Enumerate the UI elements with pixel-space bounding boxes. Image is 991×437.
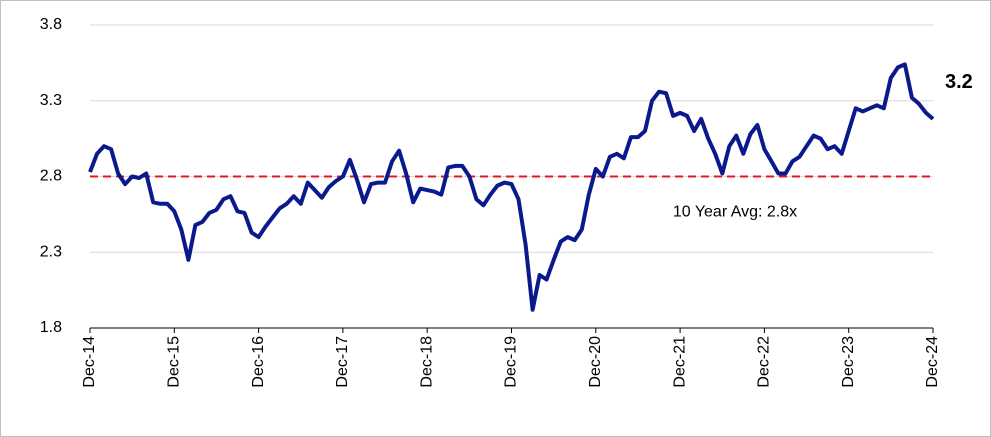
x-tick-label: Dec-24: [924, 336, 941, 388]
x-tick-label: Dec-23: [840, 336, 857, 388]
y-tick-label: 2.3: [40, 243, 62, 260]
y-tick-label: 2.8: [40, 168, 62, 185]
end-label: 3.2: [945, 71, 973, 93]
y-tick-label: 3.8: [40, 16, 62, 33]
x-tick-label: Dec-17: [334, 336, 351, 388]
x-tick-label: Dec-20: [587, 336, 604, 388]
x-tick-label: Dec-22: [756, 336, 773, 388]
x-tick-label: Dec-18: [418, 336, 435, 388]
reference-label: 10 Year Avg: 2.8x: [673, 204, 797, 221]
y-tick-label: 1.8: [40, 319, 62, 336]
x-tick-label: Dec-21: [671, 336, 688, 388]
x-tick-label: Dec-14: [81, 336, 98, 388]
x-tick-label: Dec-15: [166, 336, 183, 388]
y-tick-label: 3.3: [40, 92, 62, 109]
series-line: [88, 62, 935, 312]
x-tick-label: Dec-16: [250, 336, 267, 388]
x-tick-label: Dec-19: [503, 336, 520, 388]
